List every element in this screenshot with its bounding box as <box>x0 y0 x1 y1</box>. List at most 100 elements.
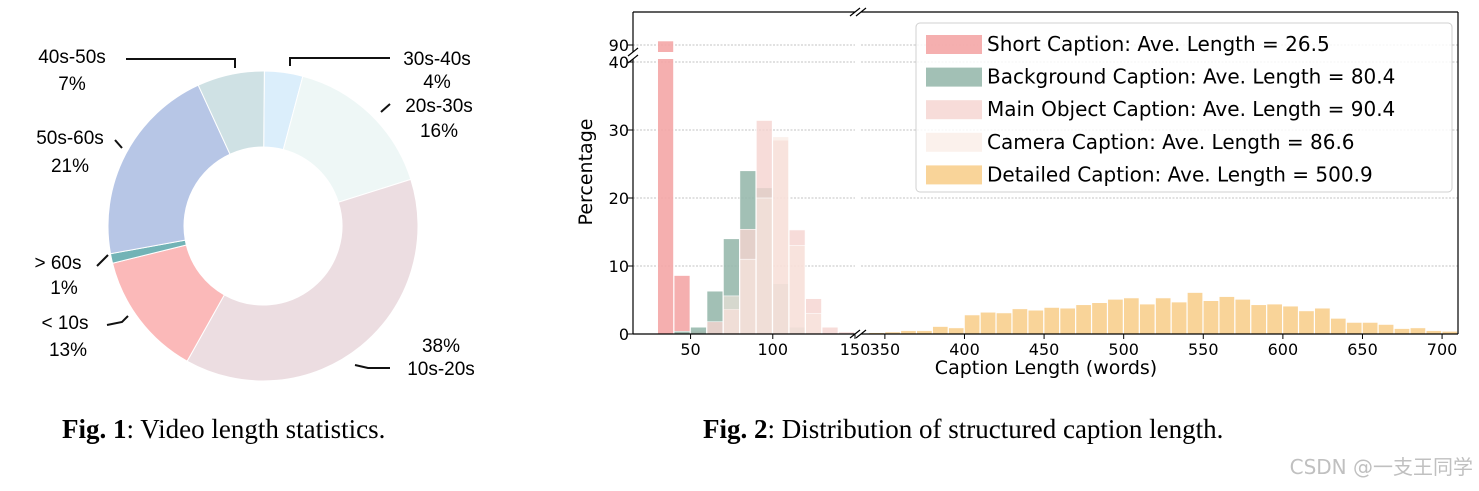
y-tick-label: 30 <box>609 121 629 140</box>
histogram-bar-series-5 <box>1282 305 1299 335</box>
histogram-bar-series-5 <box>1298 310 1315 335</box>
donut-leader-line <box>380 103 391 113</box>
x-axis-break-mark <box>849 7 861 17</box>
histogram-bar-series-5 <box>1378 324 1395 335</box>
donut-slice-label: > 60s <box>34 253 81 274</box>
donut-chart <box>107 70 419 382</box>
histogram-bar-series-5 <box>1250 304 1267 335</box>
histogram-bar-series-5 <box>1155 297 1172 335</box>
histogram-bars <box>634 40 1458 335</box>
y-tick-label: 90 <box>609 36 629 55</box>
y-axis-break-mark <box>627 47 639 57</box>
histogram-bar-series-1 <box>657 40 674 335</box>
histogram-bar-series-4 <box>805 313 822 335</box>
x-tick-label: 700 <box>1427 340 1458 359</box>
histogram-bar-series-5 <box>1171 301 1188 335</box>
donut-slice-7 <box>197 70 265 155</box>
histogram-bar-series-5 <box>1075 304 1092 335</box>
histogram-bar-series-5 <box>1234 299 1251 335</box>
donut-slice-percent: 7% <box>58 74 86 95</box>
legend-swatch <box>926 35 982 54</box>
donut-leader-line <box>289 57 390 66</box>
x-tick-label: 50 <box>680 340 700 359</box>
x-tick-label: 400 <box>949 340 980 359</box>
histogram-bar-series-5 <box>1091 302 1108 335</box>
histogram-chart: 50 100 150 350 400 450 500 550 600 650 700 0 10 20 30 4… <box>575 7 1459 379</box>
histogram-bar-series-5 <box>1011 308 1028 335</box>
donut-slice-percent: 4% <box>423 72 451 93</box>
histogram-bar-series-2 <box>690 326 707 335</box>
x-tick-label: 350 <box>870 340 901 359</box>
donut-leader-line <box>114 139 123 149</box>
legend-swatch <box>926 132 982 152</box>
histogram-bar-series-5 <box>1059 307 1076 335</box>
histogram-bar-series-5 <box>996 312 1012 335</box>
histogram-bar-series-3 <box>821 326 839 335</box>
donut-slice-label: < 10s <box>41 313 88 334</box>
x-axis-break-mark <box>855 329 867 339</box>
legend-swatch <box>926 100 982 120</box>
donut-slice-label: 10s-20s <box>407 359 475 380</box>
fig2-caption: Fig. 2: Distribution of structured capti… <box>703 414 1223 444</box>
histogram-bar-series-1 <box>673 275 691 335</box>
histogram-bar-series-5 <box>1314 307 1331 335</box>
x-axis-break-mark <box>855 7 867 17</box>
donut-leader-line <box>106 315 129 326</box>
histogram-bar-series-5 <box>964 314 981 335</box>
legend-entry-label: Main Object Caption: Ave. Length = 90.4 <box>987 97 1395 121</box>
histogram-bar-series-5 <box>1266 303 1283 335</box>
fig1-caption-text: : Video length statistics. <box>127 414 386 444</box>
histogram-bar-series-3 <box>706 321 724 335</box>
donut-slice-label: 30s-40s <box>403 49 471 70</box>
donut-leader-line <box>354 364 390 369</box>
histogram-bar-series-4 <box>739 258 757 335</box>
histogram-bar-series-5 <box>948 327 965 335</box>
donut-slice-percent: 13% <box>49 340 87 361</box>
x-axis-label: Caption Length (words) <box>935 357 1157 379</box>
donut-leader-line <box>96 254 109 267</box>
histogram-bar-series-5 <box>1123 297 1140 335</box>
legend-swatch <box>926 67 982 87</box>
y-tick-label: 20 <box>609 189 629 208</box>
histogram-legend: Short Caption: Ave. Length = 26.5 Backgro… <box>915 22 1453 193</box>
y-tick-label: 10 <box>609 257 629 276</box>
fig1-caption: Fig. 1: Video length statistics. <box>62 414 385 444</box>
y-tick-label: 40 <box>609 53 629 72</box>
donut-slice-percent: 16% <box>420 121 458 142</box>
histogram-bar-series-5 <box>1394 328 1410 335</box>
x-tick-label: 450 <box>1029 340 1060 359</box>
histogram-bar-series-4 <box>756 197 773 335</box>
donut-slice-percent: 1% <box>50 278 78 299</box>
donut-slice-label: 20s-30s <box>405 96 473 117</box>
legend-box <box>915 22 1453 193</box>
legend-entry-label: Short Caption: Ave. Length = 26.5 <box>987 32 1330 56</box>
histogram-bar-series-5 <box>932 326 949 335</box>
y-tick-label: 0 <box>619 325 629 344</box>
x-tick-label: 600 <box>1268 340 1299 359</box>
histogram-bar-series-4 <box>723 295 740 335</box>
x-tick-label: 100 <box>758 340 789 359</box>
legend-swatch <box>926 165 982 185</box>
axis-break-gap <box>634 52 854 59</box>
histogram-bar-series-5 <box>980 311 997 335</box>
histogram-bar-series-5 <box>1218 296 1235 335</box>
donut-slice-6 <box>107 84 231 255</box>
histogram-bar-series-5 <box>1330 318 1347 335</box>
histogram-bar-series-5 <box>1346 322 1363 335</box>
legend-entry-label: Camera Caption: Ave. Length = 86.6 <box>987 130 1355 154</box>
x-tick-label: 650 <box>1347 340 1378 359</box>
donut-slice-percent: 38% <box>422 336 460 357</box>
histogram-bar-series-5 <box>1362 322 1379 335</box>
histogram-bar-series-5 <box>1187 292 1203 335</box>
x-tick-label: 500 <box>1108 340 1139 359</box>
histogram-ticks: 50 100 150 350 400 450 500 550 600 650 700 0 10 20 30 4… <box>609 36 1458 359</box>
histogram-bar-series-5 <box>1107 299 1124 335</box>
donut-slice-label: 40s-50s <box>38 47 106 68</box>
y-axis-label: Percentage <box>575 119 597 226</box>
fig2-caption-text: : Distribution of structured caption len… <box>768 414 1224 444</box>
donut-slice-3 <box>186 178 419 382</box>
donut-slice-2 <box>282 75 412 203</box>
histogram-axes <box>627 7 1459 339</box>
